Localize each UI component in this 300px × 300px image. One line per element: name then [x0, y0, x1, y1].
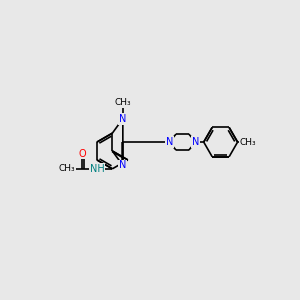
- Text: NH: NH: [90, 164, 105, 174]
- Text: CH₃: CH₃: [58, 164, 75, 173]
- Text: N: N: [192, 137, 200, 147]
- Text: CH₃: CH₃: [115, 98, 131, 107]
- Text: N: N: [166, 137, 173, 147]
- Text: N: N: [119, 160, 127, 170]
- Text: O: O: [78, 149, 86, 159]
- Text: N: N: [119, 114, 127, 124]
- Text: CH₃: CH₃: [240, 138, 256, 147]
